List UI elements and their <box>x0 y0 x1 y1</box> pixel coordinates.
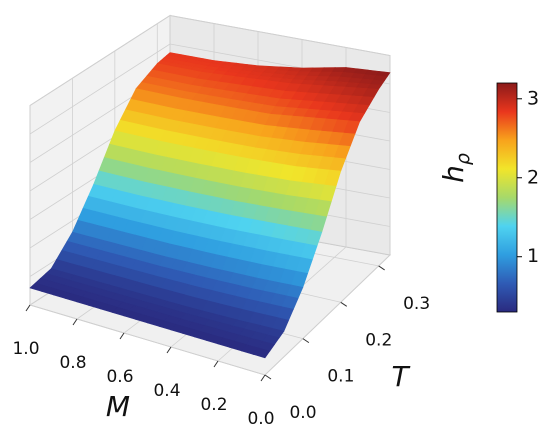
x-tick-label: 0.0 <box>247 409 274 429</box>
y-tick <box>340 301 348 307</box>
colorbar-tick-label: 2 <box>527 166 539 188</box>
x-tick <box>72 318 78 326</box>
x-tick-label: 0.2 <box>200 395 227 415</box>
x-tick-label: 1.0 <box>12 339 39 359</box>
grid-line <box>29 304 266 376</box>
surface <box>29 52 391 359</box>
z-label-sub: ρ <box>452 153 474 165</box>
x-tick <box>213 360 219 368</box>
colorbar-tick-label: 3 <box>527 87 539 109</box>
grid-line <box>29 43 171 135</box>
y-tick <box>378 265 385 271</box>
y-tick-label: 0.3 <box>403 294 430 314</box>
x-tick-label: 0.8 <box>59 353 86 373</box>
axes: 1.0 0.8 0.6 0.4 0.2 0.0 0.0 0.1 0.2 0.3 <box>12 265 430 429</box>
x-tick <box>166 346 172 354</box>
x-tick-label: 0.6 <box>106 367 133 387</box>
colorbar <box>496 82 518 313</box>
y-tick <box>302 338 310 344</box>
y-tick-label: 0.1 <box>327 367 354 387</box>
x-tick <box>119 332 125 340</box>
x-axis-label: M <box>106 390 130 423</box>
x-tick-label: 0.4 <box>153 381 180 401</box>
grid-line <box>169 15 391 56</box>
colorbar-tick-label: 1 <box>527 245 539 267</box>
y-axis-label: T <box>391 360 410 393</box>
y-tick <box>264 374 272 380</box>
grid-line <box>29 15 171 106</box>
z-label-main: h <box>437 165 470 183</box>
x-tick <box>260 374 266 382</box>
surface-patch <box>252 347 271 359</box>
y-tick-label: 0.2 <box>365 330 392 350</box>
x-tick <box>25 304 31 312</box>
grid-line <box>264 254 391 376</box>
z-axis-label: hρ <box>437 153 474 183</box>
y-tick-label: 0.0 <box>289 403 316 423</box>
